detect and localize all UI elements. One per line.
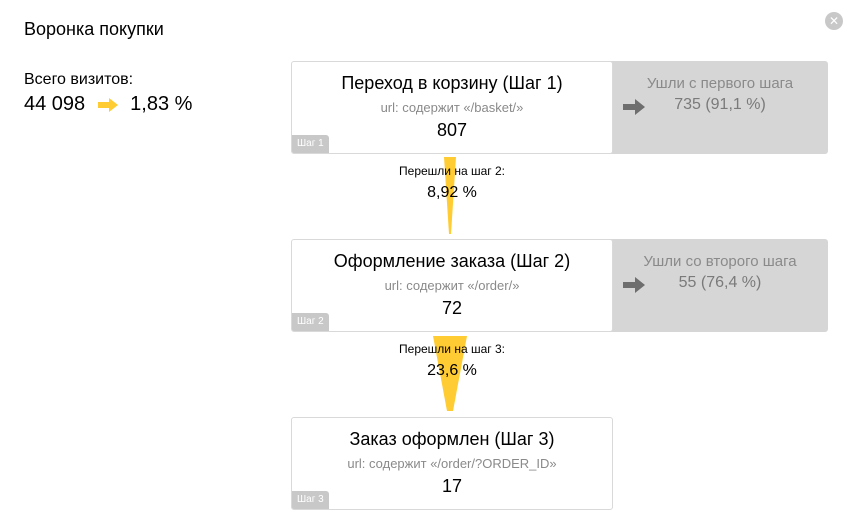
funnel-step-2[interactable]: Оформление заказа (Шаг 2) url: содержит … [291, 239, 613, 332]
conversion-value-step-2: 8,92 % [427, 184, 477, 201]
drop-off-value: 735 (91,1 %) [674, 96, 766, 113]
close-icon[interactable]: ✕ [825, 12, 843, 30]
drop-off-panel-2[interactable]: Ушли со второго шага 55 (76,4 %) [580, 239, 828, 332]
funnel-step-1[interactable]: Переход в корзину (Шаг 1) url: содержит … [291, 61, 613, 154]
total-visits-value: 44 098 [24, 93, 86, 115]
step-url-condition: url: содержит «/basket/» [380, 100, 524, 115]
arrow-right-icon [623, 99, 645, 115]
drop-off-value: 55 (76,4 %) [678, 274, 762, 291]
conversion-label-step-2: Перешли на шаг 2: [399, 164, 505, 178]
arrow-right-icon [623, 277, 645, 293]
conversion-label-step-3: Перешли на шаг 3: [399, 342, 505, 356]
step-badge: Шаг 1 [292, 135, 329, 153]
step-count: 17 [441, 476, 463, 496]
drop-off-label: Ушли с первого шага [646, 75, 794, 92]
total-visits-summary: 44 098 1,83 % [24, 93, 192, 116]
total-visits-label: Всего визитов: [24, 71, 134, 88]
drop-off-panel-1[interactable]: Ушли с первого шага 735 (91,1 %) [580, 61, 828, 154]
step-badge: Шаг 3 [292, 491, 329, 509]
step-count: 807 [436, 120, 468, 140]
drop-off-label: Ушли со второго шага [643, 253, 797, 270]
step-title: Оформление заказа (Шаг 2) [333, 251, 571, 271]
step-count: 72 [441, 298, 463, 318]
funnel-step-3[interactable]: Заказ оформлен (Шаг 3) url: содержит «/o… [291, 417, 613, 510]
total-conversion-value: 1,83 % [130, 93, 193, 115]
step-title: Переход в корзину (Шаг 1) [341, 73, 563, 93]
page-title: Воронка покупки [24, 19, 164, 39]
step-badge: Шаг 2 [292, 313, 329, 331]
step-url-condition: url: содержит «/order/» [384, 278, 520, 293]
step-url-condition: url: содержит «/order/?ORDER_ID» [347, 456, 557, 471]
step-title: Заказ оформлен (Шаг 3) [349, 429, 555, 449]
funnel-connector-2 [433, 336, 467, 411]
conversion-value-step-3: 23,6 % [427, 362, 477, 379]
arrow-right-icon [98, 97, 119, 112]
funnel-connector-1 [444, 157, 456, 234]
